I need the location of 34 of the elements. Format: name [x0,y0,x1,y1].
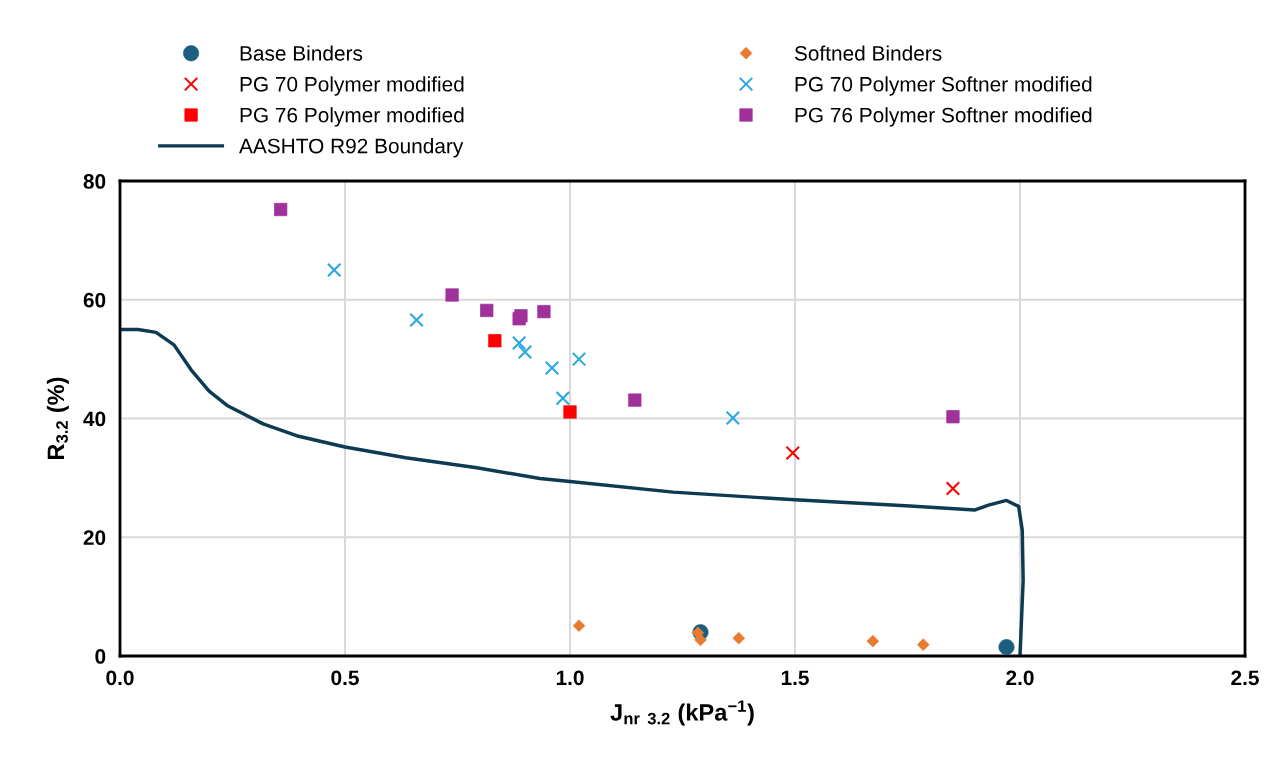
point [725,410,741,426]
point [945,481,961,496]
point [274,202,288,217]
point [326,262,342,278]
x-tick-label: 1.5 [781,670,809,686]
x-tick-label: 2.0 [1006,670,1034,686]
legend-label: PG 76 Polymer Softner modified [795,107,1092,127]
point [785,445,801,461]
y-tick-label: 60 [83,292,106,308]
legend-label: Softned Binders [794,45,942,61]
x-tick-label: 0.5 [331,670,359,686]
x-axis-title: J$_{nr 3.2}$ (kPa$^{−1}$) [610,700,754,726]
point [511,335,527,351]
x-tick-label: 2.5 [1231,670,1259,686]
x-tick-label: 1.0 [556,670,584,686]
point [571,351,587,367]
legend-label: PG 76 Polymer modified [240,107,464,127]
point [946,410,960,424]
y-tick-label: 80 [83,174,106,189]
x-tick-label: 0.0 [106,670,134,686]
point [544,360,560,376]
point [555,391,571,406]
point [409,312,424,328]
y-axis-title: R$_{3.2}$ (%) [46,377,69,460]
legend-label: PG 70 Polymer Softner modified [795,76,1092,96]
point [517,344,533,360]
y-tick-label: 40 [83,411,106,427]
legend-label: AASHTO R92 Boundary [239,138,464,158]
legend-label: PG 70 Polymer modified [240,76,464,96]
line-series [120,327,1025,656]
legend-label: Base Binders [240,45,363,61]
point [488,334,502,348]
y-tick-label: 20 [83,530,106,545]
y-tick-label: 0 [95,649,106,664]
